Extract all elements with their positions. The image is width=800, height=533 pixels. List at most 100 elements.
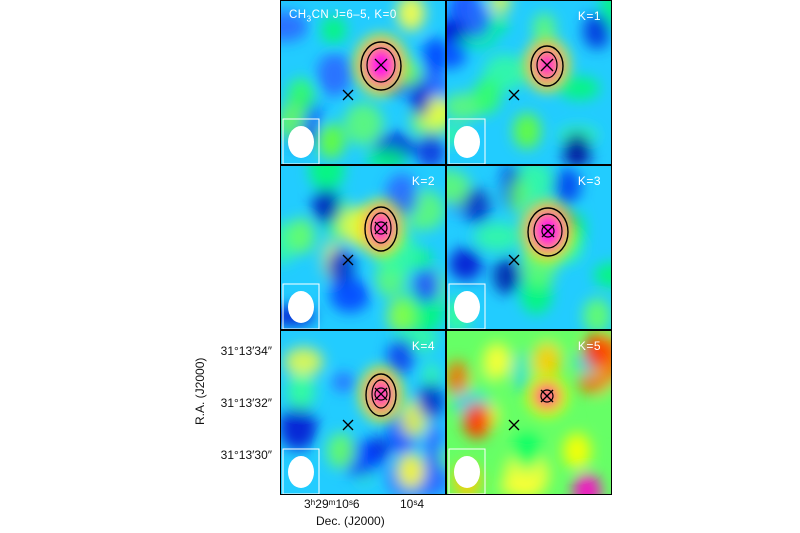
beam-ellipse-icon <box>448 283 486 329</box>
y-tick-32: 31°13′32″ <box>220 396 272 410</box>
emission-blob <box>329 277 371 313</box>
emission-blob <box>308 166 345 192</box>
contour-outer <box>527 207 569 257</box>
emission-blob <box>327 433 355 469</box>
contour-inner <box>536 51 558 79</box>
emission-blob <box>397 453 425 489</box>
emission-blob <box>577 372 610 395</box>
panel-k4: K=4 <box>280 330 446 495</box>
emission-blob <box>424 422 443 466</box>
emission-blob <box>573 473 601 494</box>
emission-blob <box>287 373 315 409</box>
beam-ellipse-icon <box>282 118 320 164</box>
source-cross-icon <box>374 58 388 72</box>
y-tick-30: 31°13′30″ <box>220 448 272 462</box>
panel-label-k1: K=1 <box>577 9 601 23</box>
emission-blob <box>489 1 511 14</box>
x-tick-104: 10ˢ4 <box>400 497 425 511</box>
emission-blob <box>449 247 483 281</box>
emission-blob <box>503 451 550 494</box>
emission-blob <box>559 76 600 100</box>
emission-blob <box>463 188 491 224</box>
panel-k2: K=2 <box>280 165 446 330</box>
emission-blob <box>532 12 557 43</box>
emission-blob <box>411 83 430 118</box>
emission-blob <box>563 133 591 164</box>
x-tick-106: 3ʰ29ᵐ10ˢ6 <box>304 497 360 511</box>
emission-blob <box>508 178 529 215</box>
cross-marker-icon <box>508 254 520 266</box>
emission-blob <box>327 248 355 284</box>
emission-blob <box>417 133 445 164</box>
cross-marker-icon <box>342 89 354 101</box>
source-cross-icon <box>540 58 554 72</box>
y-axis-label: R.A. (J2000) <box>193 357 207 425</box>
cross-marker-icon <box>508 89 520 101</box>
y-tick-34: 31°13′34″ <box>220 344 272 358</box>
emission-blob <box>473 78 501 114</box>
emission-blob <box>343 102 384 146</box>
emission-blob <box>493 258 521 294</box>
contour-inner <box>370 212 392 244</box>
panel-label-k3: K=3 <box>577 174 601 188</box>
emission-blob <box>483 343 511 379</box>
contour-outer <box>365 373 397 417</box>
panel-title-k0: CH3CN J=6–5, K=0 <box>289 9 397 24</box>
emission-blob <box>583 13 611 49</box>
emission-blob <box>447 360 470 396</box>
emission-blob <box>533 343 561 379</box>
emission-blob <box>317 123 345 159</box>
panel-label-k2: K=2 <box>411 174 435 188</box>
emission-blob <box>284 347 324 377</box>
panel-k5: K=5 <box>446 330 612 495</box>
beam-ellipse-icon <box>282 448 320 494</box>
emission-blob <box>583 298 611 329</box>
cross-marker-icon <box>342 254 354 266</box>
contour-outer <box>360 41 402 91</box>
emission-blob <box>287 218 315 254</box>
x-axis-label: Dec. (J2000) <box>316 514 385 528</box>
beam-ellipse-icon <box>448 448 486 494</box>
emission-blob <box>463 403 491 439</box>
emission-blob <box>317 52 352 97</box>
contour-inner <box>371 379 391 409</box>
emission-blob <box>387 338 415 374</box>
cross-marker-icon <box>508 419 520 431</box>
contour-inner <box>533 213 563 249</box>
panel-k1: K=1 <box>446 0 612 165</box>
emission-blob <box>463 3 491 39</box>
source-cross-icon <box>374 387 388 401</box>
source-cross-icon <box>540 389 554 403</box>
cross-marker-icon <box>342 419 354 431</box>
emission-blob <box>513 113 541 149</box>
emission-blob <box>553 168 581 204</box>
emission-blob <box>412 268 440 304</box>
panel-k0: CH3CN J=6–5, K=0 <box>280 0 446 165</box>
emission-blob <box>474 222 521 251</box>
channel-map-grid: CH3CN J=6–5, K=0 K=1 K=2 K=3 K=4 K=5 <box>280 0 612 497</box>
emission-blob <box>583 333 611 369</box>
emission-blob <box>513 433 541 469</box>
emission-blob <box>422 38 445 74</box>
beam-ellipse-icon <box>282 283 320 329</box>
emission-blob <box>320 16 347 45</box>
emission-blob <box>281 405 317 451</box>
emission-blob <box>366 148 407 164</box>
emission-blob <box>332 372 355 392</box>
emission-blob <box>593 262 611 288</box>
source-cross-icon <box>374 221 388 235</box>
contour-outer <box>530 45 564 87</box>
contour-inner <box>366 47 396 83</box>
panel-label-k5: K=5 <box>577 339 601 353</box>
emission-blob <box>312 188 340 224</box>
contour-outer <box>364 206 398 252</box>
emission-blob <box>417 383 445 419</box>
emission-blob <box>563 433 591 469</box>
source-cross-icon <box>541 224 555 238</box>
panel-k3: K=3 <box>446 165 612 330</box>
emission-blob <box>387 298 415 329</box>
panel-label-k4: K=4 <box>411 339 435 353</box>
emission-blob <box>397 1 425 31</box>
beam-ellipse-icon <box>448 118 486 164</box>
emission-blob <box>281 11 309 42</box>
